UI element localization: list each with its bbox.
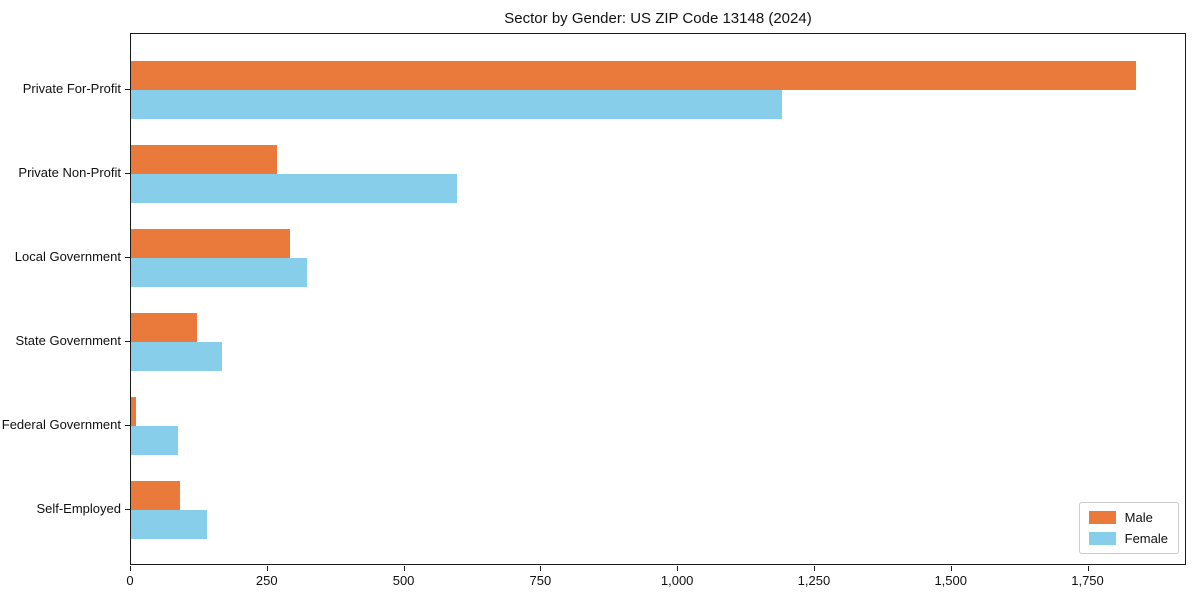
- bar-male-federal-government: [131, 397, 136, 426]
- x-tick-mark: [403, 566, 405, 571]
- y-tick-label-private-non-profit: Private Non-Profit: [18, 165, 121, 180]
- bar-female-private-non-profit: [131, 174, 458, 203]
- legend-entry-female: Female: [1088, 531, 1168, 546]
- bar-male-self-employed: [131, 481, 180, 510]
- x-tick-label-250: 250: [255, 573, 278, 588]
- x-tick-mark: [540, 566, 542, 571]
- y-tick-mark: [125, 173, 130, 174]
- legend-label-female: Female: [1124, 531, 1168, 546]
- male-color-swatch: [1088, 511, 1116, 524]
- y-tick-mark: [125, 341, 130, 342]
- y-tick-label-federal-government: Federal Government: [1, 417, 121, 432]
- chart-title: Sector by Gender: US ZIP Code 13148 (202…: [504, 10, 812, 27]
- legend: Male Female: [1078, 502, 1179, 554]
- y-tick-label-state-government: State Government: [15, 333, 122, 348]
- bar-male-local-government: [131, 229, 290, 258]
- y-tick-label-self-employed: Self-Employed: [36, 501, 121, 516]
- bar-female-federal-government: [131, 426, 178, 455]
- x-tick-label-500: 500: [392, 573, 415, 588]
- x-tick-label-1,750: 1,750: [1071, 573, 1104, 588]
- plot-area: Male Female: [130, 33, 1186, 565]
- x-tick-label-1,000: 1,000: [660, 573, 694, 588]
- female-color-swatch: [1088, 532, 1116, 545]
- x-tick-mark: [266, 566, 268, 571]
- x-tick-mark: [1087, 566, 1089, 571]
- y-tick-label-local-government: Local Government: [14, 249, 121, 264]
- bar-female-state-government: [131, 342, 223, 371]
- bar-female-private-for-profit: [131, 90, 783, 119]
- y-tick-mark: [125, 257, 130, 258]
- x-tick-mark: [950, 566, 952, 571]
- x-tick-label-1,500: 1,500: [934, 573, 967, 588]
- legend-label-male: Male: [1124, 510, 1153, 525]
- x-tick-label-1,250: 1,250: [797, 573, 831, 588]
- x-tick-mark: [130, 566, 131, 571]
- y-tick-label-private-for-profit: Private For-Profit: [22, 81, 121, 96]
- y-tick-mark: [125, 509, 130, 510]
- x-tick-label-750: 750: [529, 573, 552, 588]
- bar-male-private-for-profit: [131, 61, 1136, 90]
- y-tick-mark: [125, 425, 130, 426]
- x-tick-label-0: 0: [126, 573, 134, 588]
- y-tick-mark: [125, 89, 130, 90]
- legend-entry-male: Male: [1088, 510, 1168, 525]
- x-tick-mark: [813, 566, 815, 571]
- bar-male-state-government: [131, 313, 198, 342]
- x-tick-mark: [677, 566, 679, 571]
- bar-female-self-employed: [131, 510, 207, 539]
- bar-female-local-government: [131, 258, 307, 287]
- bar-male-private-non-profit: [131, 145, 278, 174]
